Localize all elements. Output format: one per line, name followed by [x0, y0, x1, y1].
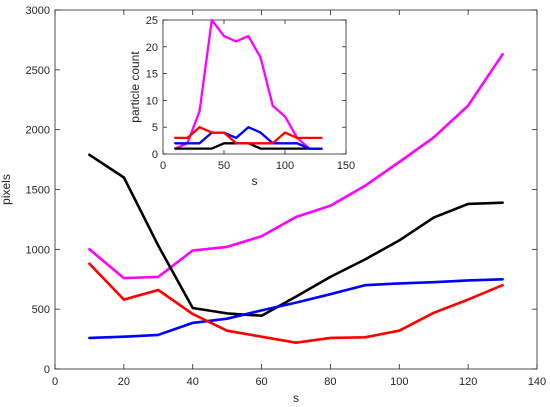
inset-ytick-label: 10 — [146, 95, 158, 107]
main-ytick-label: 1000 — [26, 244, 50, 256]
main-xtick-label: 40 — [187, 376, 199, 388]
main-y-axis-label: pixels — [0, 174, 13, 205]
main-series-line-2 — [88, 277, 504, 340]
main-ytick-label: 1500 — [26, 185, 50, 197]
inset-y-axis-label: particle count — [128, 51, 142, 123]
inset-series-line-2 — [174, 126, 323, 150]
inset-x-axis-label: s — [252, 174, 258, 188]
inset-xtick-label: 100 — [276, 160, 294, 172]
inset-xtick-label: 150 — [337, 160, 355, 172]
main-xtick-label: 80 — [324, 376, 336, 388]
inset-ytick-label: 15 — [146, 69, 158, 81]
main-series-line-1 — [88, 153, 504, 318]
main-xtick-label: 0 — [52, 376, 58, 388]
main-series-line-0 — [88, 52, 504, 280]
main-xtick-label: 20 — [118, 376, 130, 388]
inset-series-line-3 — [174, 126, 323, 145]
inset-ytick-label: 5 — [152, 122, 158, 134]
inset-ytick-label: 25 — [146, 15, 158, 27]
main-ytick-label: 3000 — [26, 5, 50, 17]
main-xtick-label: 60 — [255, 376, 267, 388]
main-xtick-label: 120 — [459, 376, 477, 388]
main-xtick-label: 100 — [390, 376, 408, 388]
main-ytick-label: 0 — [44, 364, 50, 376]
inset-xtick-label: 50 — [218, 160, 230, 172]
inset-ytick-label: 0 — [152, 149, 158, 161]
inset-ytick-label: 20 — [146, 42, 158, 54]
main-ytick-label: 2500 — [26, 65, 50, 77]
inset-plot: 0 50 100 150 0 5 10 15 20 25 s particle count — [128, 15, 355, 188]
main-xtick-label: 140 — [528, 376, 546, 388]
inset-xtick-label: 0 — [160, 160, 166, 172]
main-ytick-label: 2000 — [26, 125, 50, 137]
main-x-axis-label: s — [293, 391, 299, 405]
main-series-line-3 — [88, 262, 504, 345]
main-ytick-label: 500 — [32, 304, 50, 316]
